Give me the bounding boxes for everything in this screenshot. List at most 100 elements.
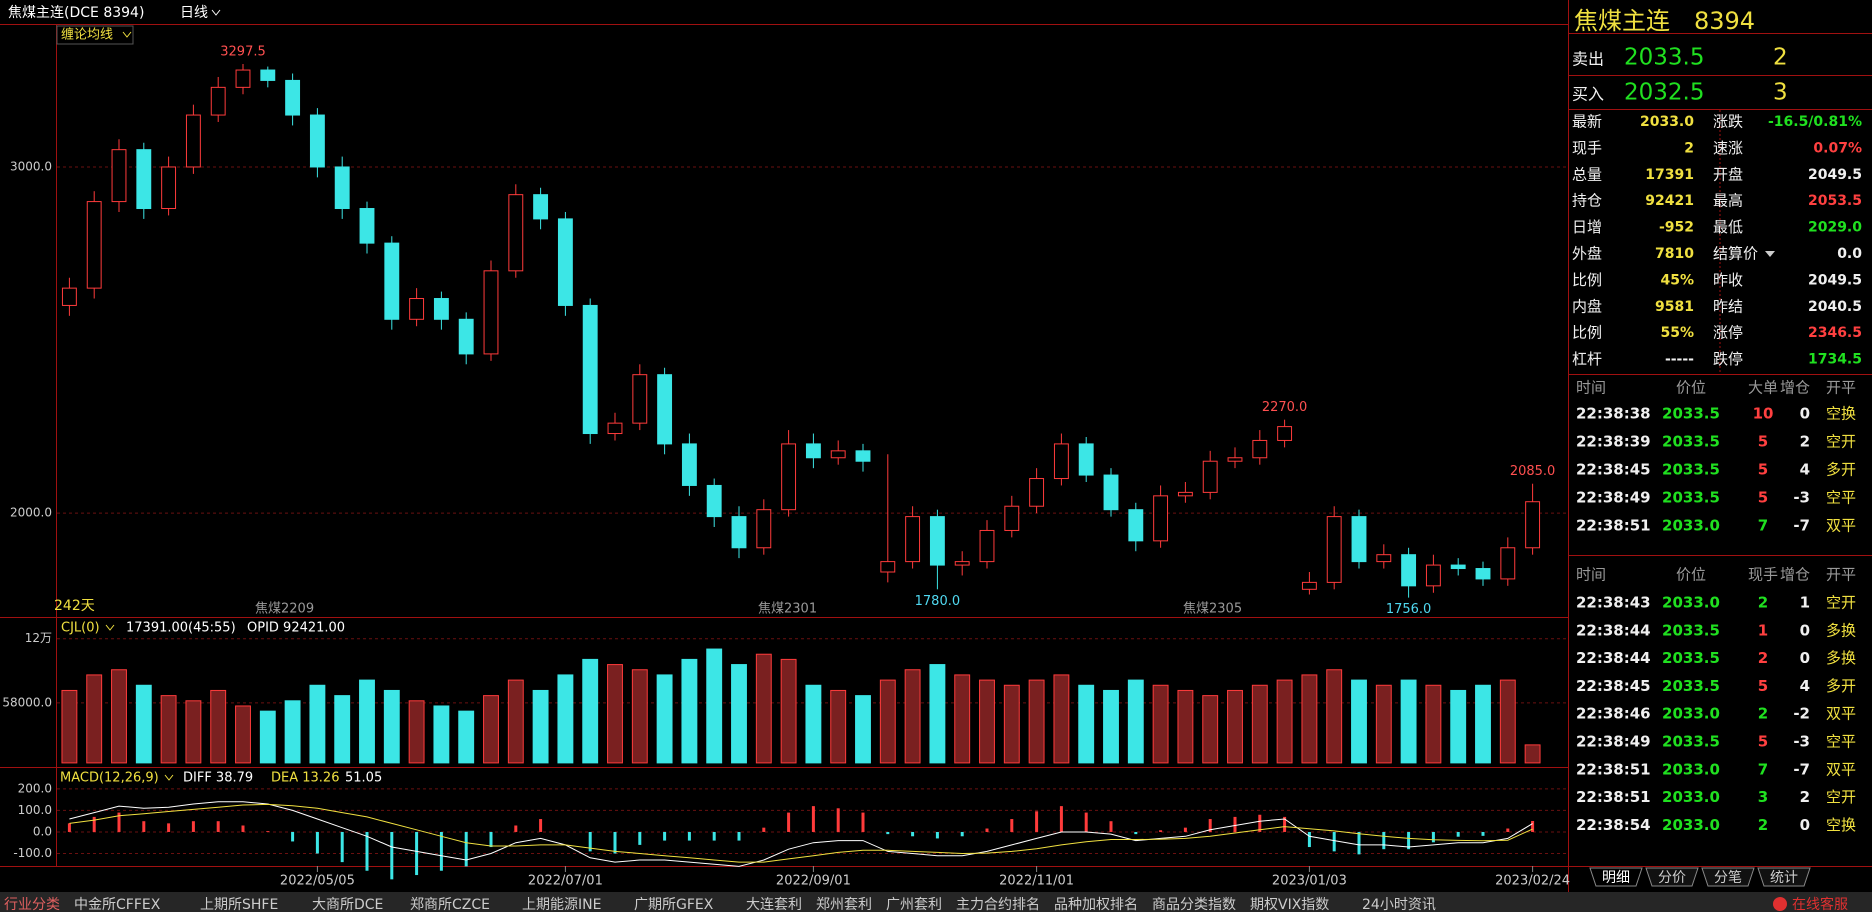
tab-label[interactable]: 分价	[1658, 870, 1686, 886]
table-cell: 5	[1758, 733, 1768, 751]
volume-bar	[408, 700, 425, 764]
stat-label: 日增	[1572, 218, 1602, 236]
tab[interactable]	[1757, 867, 1811, 887]
price-annotation: 1756.0	[1386, 602, 1432, 617]
candle-body	[781, 443, 797, 511]
table-cell: 5	[1758, 489, 1768, 507]
table-cell: -7	[1793, 760, 1810, 778]
table-cell: -2	[1793, 705, 1810, 723]
stat-label: 开盘	[1713, 165, 1743, 183]
volume-bar	[805, 684, 822, 764]
volume-label[interactable]: CJL(0)	[61, 621, 100, 636]
table-cell: 2033.0	[1662, 705, 1720, 723]
table-cell: 22:38:44	[1576, 649, 1651, 667]
tab-label[interactable]: 统计	[1770, 870, 1798, 886]
candle-body	[1103, 474, 1119, 511]
tab[interactable]	[1589, 867, 1643, 887]
table-cell: -7	[1793, 517, 1810, 535]
stat-value: 2033.0	[1640, 114, 1694, 130]
table-cell: 5	[1758, 433, 1768, 451]
footer-item[interactable]: 郑州套利	[816, 897, 872, 912]
table-cell: 2	[1800, 788, 1810, 806]
footer-item[interactable]: 广州套利	[886, 897, 942, 912]
tab[interactable]	[1701, 867, 1755, 887]
table-cell: 22:38:51	[1576, 760, 1651, 778]
footer-item[interactable]: 郑商所CZCE	[410, 897, 490, 912]
x-tick-label: 2022/05/05	[280, 874, 355, 889]
footer-item[interactable]: 大商所DCE	[312, 897, 383, 912]
candle-body	[483, 270, 499, 355]
candle-body	[61, 287, 77, 306]
volume-bar	[1425, 684, 1442, 764]
stat-label: 现手	[1572, 139, 1602, 157]
frame	[0, 0, 1872, 892]
tab-label[interactable]: 明细	[1602, 870, 1630, 886]
table-header: 时间	[1576, 566, 1606, 584]
table-cell: 7	[1758, 517, 1768, 535]
stat-value: -----	[1665, 352, 1694, 368]
stat-value: 92421	[1645, 193, 1694, 209]
diff-label: DIFF 38.79	[183, 771, 253, 786]
stat-value: 2049.5	[1808, 167, 1862, 183]
volume-bar	[1202, 695, 1219, 764]
footer-item[interactable]: 期权VIX指数	[1250, 897, 1329, 912]
footer-item[interactable]: 上期所SHFE	[200, 897, 278, 912]
footer-item[interactable]: 广期所GFEX	[634, 897, 714, 912]
volume-bar	[433, 705, 450, 764]
volume-bar	[1227, 689, 1243, 764]
footer-item[interactable]: 24小时资讯	[1362, 897, 1436, 912]
tab[interactable]	[1645, 867, 1699, 887]
indicator[interactable]: 缠论均线	[61, 27, 113, 43]
table-cell: 2033.0	[1662, 816, 1720, 834]
footer-service[interactable]: 在线客服	[1792, 896, 1848, 912]
candle-body	[756, 509, 772, 549]
table-cell: 2	[1758, 816, 1768, 834]
stat-label: 涨停	[1713, 324, 1743, 342]
table-cell: 22:38:46	[1576, 705, 1651, 723]
x-tick-label: 2022/09/01	[776, 874, 851, 889]
service-icon[interactable]	[1773, 897, 1787, 911]
table-cell: 空换	[1826, 405, 1856, 423]
y-tick-label: 12万	[25, 631, 52, 645]
candle-body	[1525, 501, 1541, 549]
candle-body	[1252, 439, 1268, 459]
footer-item[interactable]: 行业分类	[4, 897, 60, 912]
candle-body	[1177, 491, 1193, 497]
tab-label[interactable]: 分笔	[1714, 870, 1742, 886]
sell-qty: 2	[1773, 45, 1788, 71]
footer-item[interactable]: 商品分类指数	[1152, 897, 1236, 912]
candle-body	[433, 298, 449, 320]
volume-bar	[904, 669, 921, 764]
candle-body	[1078, 443, 1094, 476]
footer-item[interactable]: 品种加权排名	[1054, 897, 1138, 912]
table-cell: 空开	[1826, 594, 1856, 612]
footer-item[interactable]: 大连套利	[746, 897, 802, 912]
y-tick-label: 2000.0	[10, 506, 52, 520]
period[interactable]: 日线	[180, 5, 208, 21]
table-cell: 0	[1800, 405, 1810, 423]
candle-body	[681, 443, 697, 486]
stat-value: 45%	[1660, 272, 1694, 288]
table-cell: 4	[1800, 677, 1810, 695]
table-cell: 22:38:45	[1576, 461, 1651, 479]
candle-body	[210, 86, 226, 116]
candle-body	[409, 298, 425, 320]
table-cell: 22:38:49	[1576, 489, 1651, 507]
candle-body	[1450, 564, 1466, 570]
table-cell: 空开	[1826, 433, 1856, 451]
candle-body	[1227, 457, 1243, 462]
stat-value: 0.07%	[1813, 140, 1862, 156]
buy-price: 2032.5	[1624, 80, 1704, 106]
candle-body	[880, 561, 896, 573]
price-annotation: 2270.0	[1262, 400, 1308, 415]
dropdown-arrow[interactable]	[1765, 251, 1775, 257]
indicator-box[interactable]	[56, 25, 134, 45]
footer-item[interactable]: 主力合约排名	[956, 897, 1040, 912]
footer-item[interactable]: 上期能源INE	[522, 897, 601, 912]
candle-body	[161, 166, 177, 210]
macd-label[interactable]: MACD(12,26,9)	[60, 771, 159, 786]
volume-opid: OPID 92421.00	[247, 621, 345, 636]
footer-item[interactable]: 中金所CFFEX	[74, 897, 161, 912]
stat-label: 涨跌	[1713, 113, 1743, 131]
candle-body	[1053, 443, 1069, 480]
